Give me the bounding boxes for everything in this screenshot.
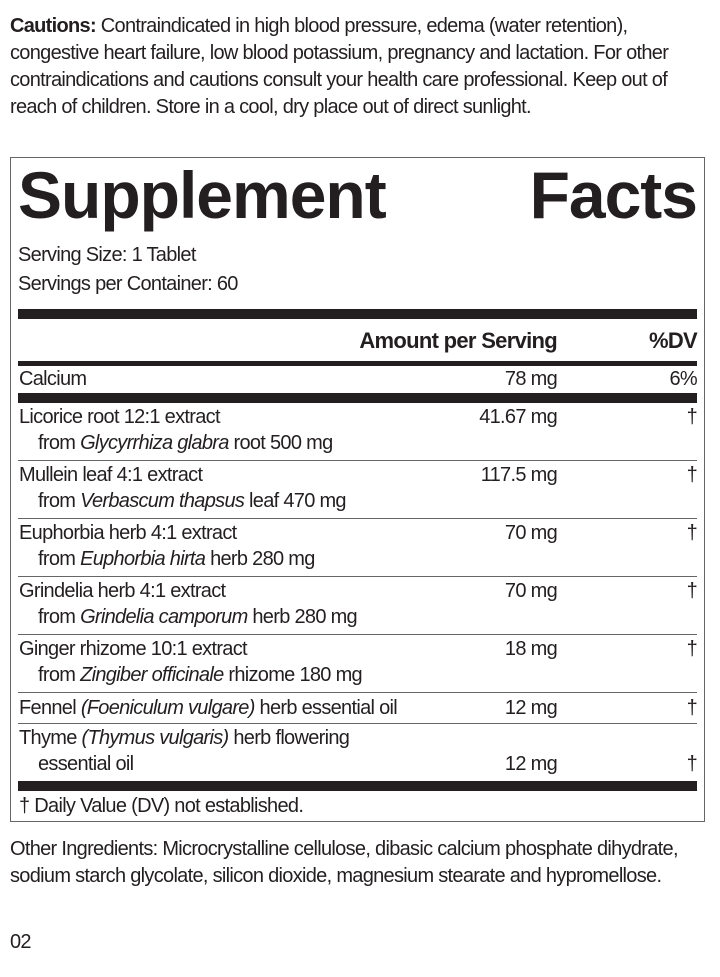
- other-ingredients: Other Ingredients: Microcrystalline cell…: [10, 838, 679, 887]
- divider-bar: [18, 309, 697, 319]
- ingredient-dv: †: [686, 638, 698, 660]
- table-row: Euphorbia herb 4:1 extract from Euphorbia…: [18, 519, 698, 577]
- title-word-supplement: Supplement: [18, 158, 387, 232]
- ingredient-amount: 117.5 mg: [480, 464, 558, 486]
- ingredient-amount: 70 mg: [504, 580, 558, 602]
- table-row: Grindelia herb 4:1 extract from Grindelia…: [18, 577, 698, 635]
- table-row: Ginger rhizome 10:1 extract from Zingiber…: [18, 635, 698, 693]
- ingredient-amount: 12 mg: [504, 697, 558, 719]
- table-row-calcium: Calcium 78 mg 6%: [18, 366, 698, 393]
- ingredient-dv: 6%: [669, 368, 697, 390]
- ingredient-source: from Glycyrrhiza glabra root 500 mg: [38, 432, 333, 454]
- footnote: † Daily Value (DV) not established.: [19, 795, 304, 817]
- ingredient-amount: 78 mg: [504, 368, 558, 390]
- ingredient-name-cont: essential oil: [38, 753, 134, 775]
- ingredient-dv: †: [686, 580, 698, 602]
- ingredient-source: from Grindelia camporum herb 280 mg: [38, 606, 358, 628]
- ingredient-dv: †: [686, 697, 698, 719]
- supplement-facts-panel: Supplement Facts Serving Size: 1 Tablet …: [10, 157, 705, 822]
- table-row-fennel: Fennel (Foeniculum vulgare) herb essenti…: [18, 693, 698, 724]
- ingredient-name: Licorice root 12:1 extract: [19, 406, 220, 428]
- ingredient-name: Thyme (Thymus vulgaris) herb flowering: [19, 727, 350, 749]
- ingredient-dv: †: [686, 464, 698, 486]
- ingredient-name: Grindelia herb 4:1 extract: [19, 580, 226, 602]
- table-row-thyme: Thyme (Thymus vulgaris) herb flowering e…: [18, 724, 698, 781]
- cautions-body: Contraindicated in high blood pressure, …: [10, 15, 669, 118]
- page-code: 02: [10, 931, 32, 953]
- ingredient-dv: †: [686, 522, 698, 544]
- header-amount: Amount per Serving: [359, 328, 557, 353]
- ingredient-name: Calcium: [19, 368, 87, 390]
- ingredient-amount: 70 mg: [504, 522, 558, 544]
- title-word-facts: Facts: [529, 158, 698, 232]
- cautions-text: Cautions: Contraindicated in high blood …: [10, 13, 710, 121]
- ingredient-name: Ginger rhizome 10:1 extract: [19, 638, 248, 660]
- ingredient-source: from Zingiber officinale rhizome 180 mg: [38, 664, 363, 686]
- divider-bar: [18, 781, 697, 791]
- table-row: Mullein leaf 4:1 extract from Verbascum t…: [18, 461, 698, 519]
- ingredient-amount: 12 mg: [504, 753, 558, 775]
- ingredient-name: Fennel (Foeniculum vulgare) herb essenti…: [19, 697, 398, 719]
- ingredient-amount: 41.67 mg: [479, 406, 557, 428]
- header-dv: %DV: [648, 328, 698, 353]
- ingredient-amount: 18 mg: [504, 638, 558, 660]
- ingredient-dv: †: [686, 753, 698, 775]
- serving-size: Serving Size: 1 Tablet: [18, 244, 196, 266]
- divider-bar: [18, 393, 697, 403]
- table-header: Amount per Serving %DV: [18, 319, 697, 361]
- ingredient-dv: †: [686, 406, 698, 428]
- cautions-label: Cautions:: [10, 15, 97, 37]
- ingredient-source: from Euphorbia hirta herb 280 mg: [38, 548, 315, 570]
- ingredient-name: Mullein leaf 4:1 extract: [19, 464, 203, 486]
- panel-title: Supplement Facts: [18, 158, 698, 233]
- divider-bar: [18, 361, 697, 366]
- ingredient-source: from Verbascum thapsus leaf 470 mg: [38, 490, 347, 512]
- ingredient-name: Euphorbia herb 4:1 extract: [19, 522, 237, 544]
- table-row: Licorice root 12:1 extract from Glycyrrhi…: [18, 403, 698, 461]
- servings-per-container: Servings per Container: 60: [18, 273, 238, 295]
